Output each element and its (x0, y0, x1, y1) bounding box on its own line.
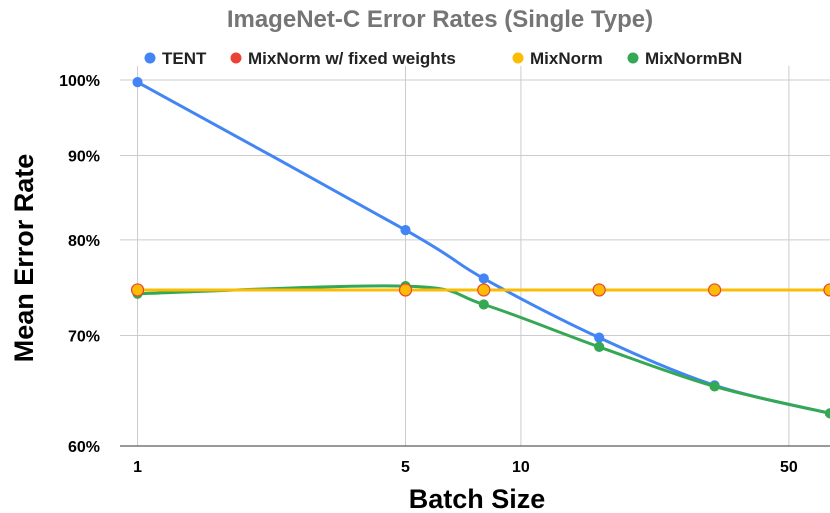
x-axis-label: Batch Size (409, 484, 546, 513)
legend-item-mixnormbn: MixNormBN (627, 49, 742, 68)
x-tick-label: 10 (512, 459, 530, 476)
data-point (400, 224, 411, 236)
series-line-tent (136, 80, 830, 415)
data-point (594, 332, 605, 343)
legend-marker (144, 52, 156, 64)
series-mixnorm (130, 283, 830, 297)
legend-marker (230, 52, 242, 64)
y-axis-ticks: 60% 70% 80% 90% 100% (59, 73, 100, 456)
x-tick-label: 1 (133, 459, 142, 476)
legend-item-tent: TENT (144, 49, 207, 68)
legend-marker (627, 52, 639, 64)
y-tick-label: 70% (68, 329, 100, 346)
y-tick-label: 90% (68, 148, 100, 165)
y-tick-label: 80% (68, 233, 100, 250)
data-point (132, 77, 143, 88)
data-point (823, 283, 830, 297)
data-point (477, 283, 491, 297)
plot-area (130, 77, 830, 419)
legend-label: TENT (162, 49, 207, 68)
data-point (398, 283, 413, 297)
series-tent (132, 77, 830, 419)
legend-item-mixnorm: MixNorm (512, 49, 603, 68)
data-point (824, 408, 830, 419)
y-tick-label: 60% (68, 439, 100, 456)
data-point (707, 283, 722, 297)
grid (120, 66, 830, 447)
legend-item-mixnorm-w-fixed-weights: MixNorm w/ fixed weights (230, 49, 456, 68)
y-tick-label: 100% (59, 73, 100, 90)
legend-label: MixNorm (530, 49, 603, 68)
legend-label: MixNormBN (645, 49, 742, 68)
x-axis-ticks: 1 5 10 50 (133, 459, 798, 476)
series-mixnormbn (132, 281, 830, 419)
data-point (130, 283, 145, 297)
y-axis-label: Mean Error Rate (9, 154, 39, 363)
legend: TENT MixNorm w/ fixed weights MixNorm MixNo… (144, 49, 742, 68)
data-point (478, 273, 489, 284)
x-tick-label: 50 (780, 459, 798, 476)
legend-label: MixNorm w/ fixed weights (248, 49, 456, 68)
data-point (478, 299, 489, 310)
data-point (594, 341, 605, 353)
legend-marker (512, 52, 524, 64)
chart-title: ImageNet-C Error Rates (Single Type) (227, 6, 653, 33)
data-point (592, 283, 606, 297)
x-tick-label: 5 (401, 459, 410, 476)
data-point (709, 381, 720, 392)
